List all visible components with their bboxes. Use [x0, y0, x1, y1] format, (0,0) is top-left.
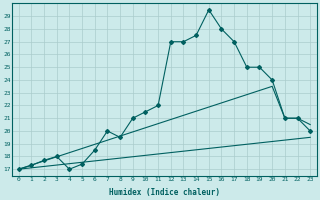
X-axis label: Humidex (Indice chaleur): Humidex (Indice chaleur): [109, 188, 220, 197]
